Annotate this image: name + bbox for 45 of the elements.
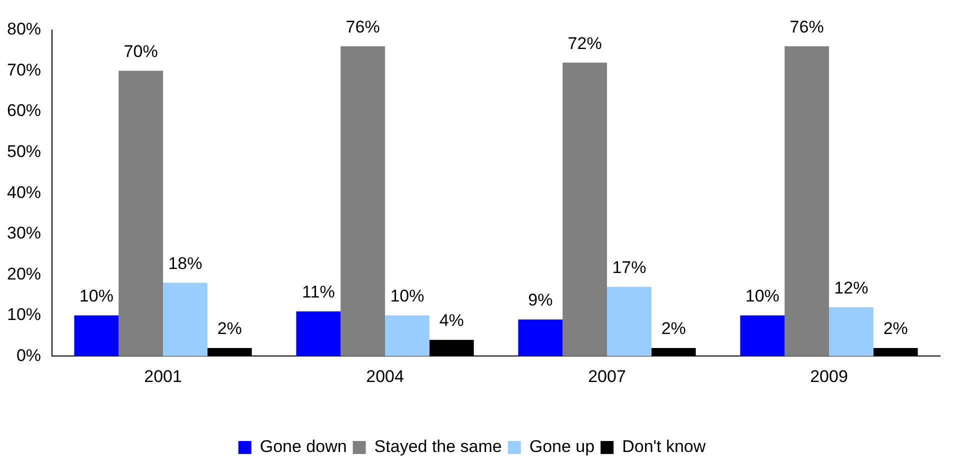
y-tick-label: 20%	[6, 264, 42, 284]
data-label: 10%	[390, 286, 424, 306]
data-label: 4%	[439, 311, 464, 330]
legend-label: Stayed the same	[374, 437, 502, 456]
data-label: 12%	[834, 278, 868, 298]
data-label: 11%	[302, 282, 335, 302]
bar	[163, 282, 208, 356]
x-tick-label: 2001	[144, 367, 182, 386]
y-tick-label: 60%	[6, 101, 42, 120]
x-tick-label: 2009	[810, 367, 848, 386]
legend-label: Gone up	[529, 437, 595, 456]
data-label: 2%	[217, 319, 242, 338]
x-tick-label: 2004	[366, 367, 404, 386]
bar	[829, 307, 874, 356]
y-tick-label: 0%	[16, 346, 42, 365]
data-label: 76%	[346, 18, 380, 36]
bar	[740, 315, 785, 356]
bar	[518, 320, 563, 356]
bar	[74, 315, 119, 356]
data-label: 76%	[790, 18, 824, 36]
legend-label: Gone down	[260, 437, 347, 456]
data-label: 9%	[528, 290, 553, 310]
y-tick-label: 80%	[6, 20, 42, 39]
y-tick-label: 10%	[6, 305, 42, 324]
bar	[296, 311, 341, 356]
data-label: 70%	[124, 42, 158, 61]
x-tick-label: 2007	[588, 367, 626, 386]
data-label: 18%	[168, 254, 202, 273]
data-label: 2%	[661, 319, 686, 338]
y-tick-label: 70%	[6, 60, 42, 80]
y-tick-label: 50%	[6, 142, 42, 162]
data-label: 17%	[612, 258, 646, 278]
bar	[562, 62, 608, 356]
bar	[784, 46, 830, 356]
data-label: 10%	[745, 286, 780, 306]
bar	[340, 46, 386, 356]
bar	[118, 70, 164, 356]
data-label: 72%	[568, 34, 602, 53]
data-label: 2%	[883, 319, 908, 338]
data-label: 10%	[79, 286, 114, 306]
legend-label: Don't know	[622, 437, 706, 456]
bar	[385, 315, 430, 356]
bar	[607, 286, 652, 356]
y-tick-label: 40%	[6, 182, 42, 202]
y-tick-label: 30%	[6, 224, 42, 243]
